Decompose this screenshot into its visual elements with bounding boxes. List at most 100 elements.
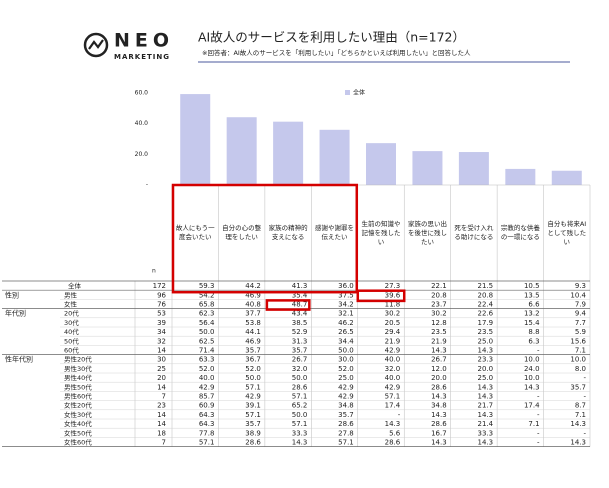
cell: - — [583, 429, 586, 437]
cell: 57.1 — [292, 393, 308, 401]
row-n: 14 — [157, 411, 166, 419]
highlight-box — [265, 299, 311, 311]
cell: 10.4 — [570, 291, 586, 299]
cell: 32.1 — [338, 310, 354, 318]
cell: 21.9 — [431, 337, 447, 345]
row-label: 全体 — [68, 281, 82, 290]
cell: 6.3 — [528, 337, 539, 345]
cell: 42.9 — [385, 383, 401, 391]
column-header: 死を受け入れる助けになる — [454, 224, 494, 241]
row-n: 172 — [153, 282, 166, 290]
row-label: 男性60代 — [64, 392, 92, 401]
cell: 64.3 — [199, 411, 215, 419]
cell: 23.5 — [478, 328, 494, 336]
cell: 11.8 — [385, 301, 401, 309]
cell: 14.3 — [478, 347, 494, 355]
row-label: 20代 — [64, 309, 79, 318]
cell: 65.8 — [199, 301, 215, 309]
cell: 30.2 — [431, 310, 447, 318]
cell: 20.8 — [478, 291, 494, 299]
cell: 30.2 — [385, 310, 401, 318]
cell: 57.1 — [338, 439, 354, 447]
row-n: 23 — [157, 402, 166, 410]
row-label: 女性30代 — [64, 410, 92, 419]
row-n: 18 — [157, 429, 166, 437]
cell: 14.3 — [478, 393, 494, 401]
cell: 22.6 — [478, 310, 494, 318]
cell: 57.1 — [245, 383, 261, 391]
cell: 26.7 — [431, 356, 447, 364]
cell: 26.5 — [338, 328, 354, 336]
cell: 56.4 — [199, 319, 215, 327]
cell: 14.3 — [385, 420, 401, 428]
cell: 33.3 — [292, 429, 308, 437]
cell: 60.9 — [199, 402, 215, 410]
cell: 63.3 — [199, 356, 215, 364]
cell: 35.7 — [245, 347, 261, 355]
bar — [551, 170, 582, 185]
cell: 14.3 — [431, 411, 447, 419]
cell: 6.6 — [528, 301, 540, 309]
cell: 57.1 — [199, 439, 215, 447]
cell: 36.7 — [245, 356, 261, 364]
cell: 7.7 — [575, 319, 586, 327]
cell: 35.7 — [292, 347, 308, 355]
row-n: 7 — [162, 393, 166, 401]
column-header: 自分の心の整理をしたい — [222, 224, 262, 241]
cell: 52.0 — [245, 365, 261, 373]
bar — [505, 168, 536, 185]
cell: 21.5 — [478, 282, 494, 290]
row-n: 34 — [157, 328, 166, 336]
column-header: 故人にもう一度会いたい — [175, 224, 215, 241]
bar — [273, 121, 304, 185]
cell: 64.3 — [199, 420, 215, 428]
cell: 8.7 — [575, 402, 586, 410]
cell: 59.3 — [199, 282, 215, 290]
row-label: 男性50代 — [64, 382, 92, 391]
row-label: 男性40代 — [64, 373, 92, 382]
cell: - — [537, 429, 540, 437]
cell: 62.3 — [199, 310, 215, 318]
cell: 10.5 — [524, 282, 540, 290]
cell: 46.9 — [245, 337, 261, 345]
cell: 77.8 — [199, 429, 215, 437]
cell: 85.7 — [199, 393, 215, 401]
cell: 50.0 — [245, 374, 261, 382]
column-header: 家族の思い出を後世に残したい — [407, 219, 447, 246]
cell: 13.5 — [524, 291, 540, 299]
row-group: 年代別 — [5, 309, 26, 318]
cell: 42.9 — [385, 347, 401, 355]
cell: 14.3 — [570, 420, 586, 428]
cell: 13.2 — [524, 310, 540, 318]
row-label: 男性30代 — [64, 364, 92, 373]
cell: 14.3 — [524, 383, 540, 391]
cell: 24.0 — [524, 365, 540, 373]
cell: 62.5 — [199, 337, 215, 345]
cell: 52.9 — [292, 328, 308, 336]
cell: 14.3 — [478, 383, 494, 391]
row-label: 女性40代 — [64, 419, 92, 428]
bar — [180, 94, 211, 185]
cell: 17.4 — [385, 402, 401, 410]
cell: 22.1 — [431, 282, 447, 290]
cell: 29.4 — [385, 328, 401, 336]
cell: 40.0 — [199, 374, 215, 382]
cell: 35.7 — [570, 383, 586, 391]
cell: 20.5 — [385, 319, 401, 327]
cell: 28.6 — [245, 439, 261, 447]
cell: 28.6 — [292, 383, 308, 391]
cell: 8.0 — [575, 365, 586, 373]
row-n: 32 — [157, 337, 166, 345]
cell: 57.1 — [245, 411, 261, 419]
y-tick-label: 20.0 — [135, 151, 149, 158]
cell: 44.1 — [245, 328, 261, 336]
cell: 53.8 — [245, 319, 261, 327]
column-header: 感謝や謝罪を伝えたい — [315, 224, 355, 241]
legend-label: 全体 — [353, 89, 365, 97]
cell: 10.0 — [570, 356, 586, 364]
cell: 40.0 — [385, 356, 401, 364]
y-tick-label: - — [146, 182, 148, 189]
row-n: 20 — [157, 374, 166, 382]
cell: 34.2 — [338, 301, 354, 309]
cell: 43.4 — [292, 310, 308, 318]
